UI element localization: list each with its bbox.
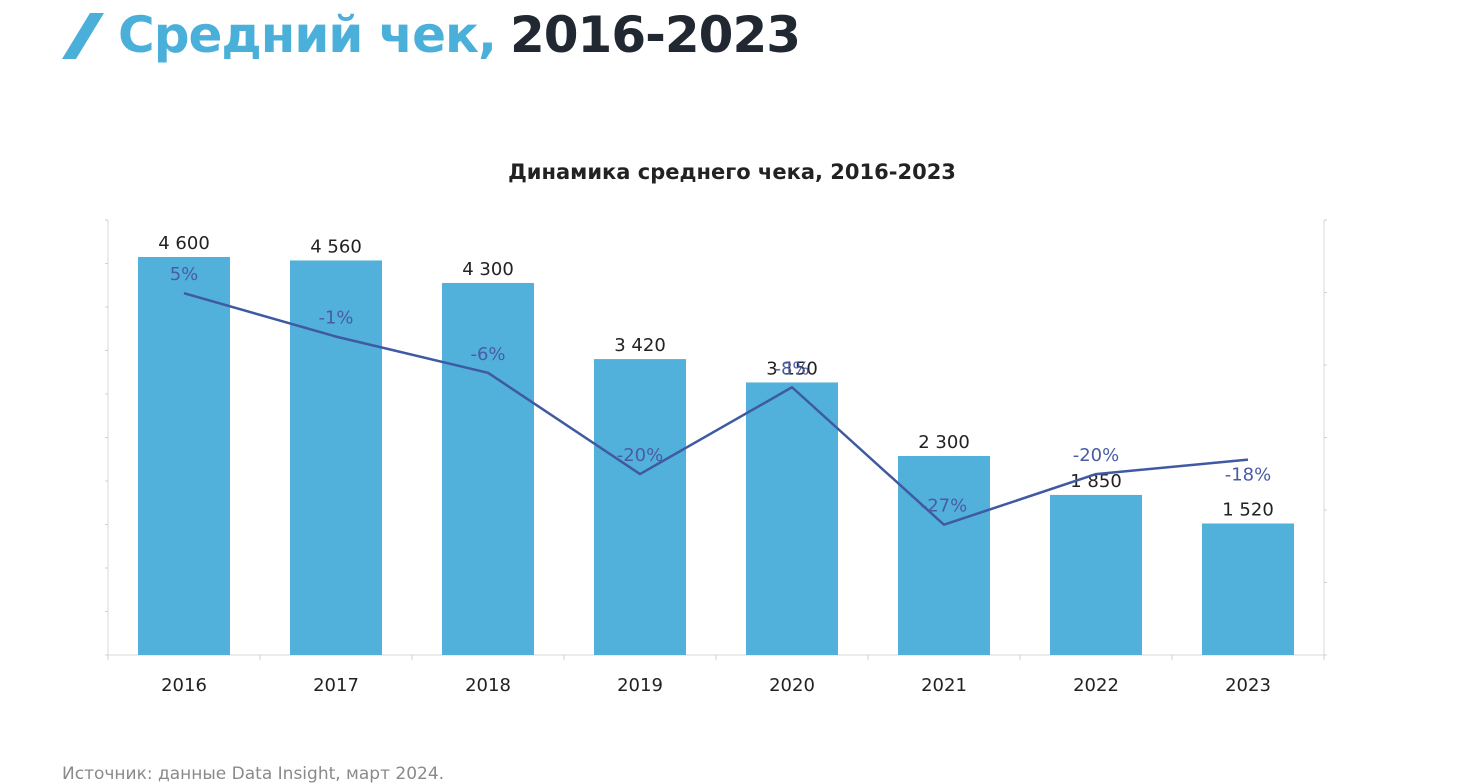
x-tick-label: 2016 xyxy=(161,675,207,696)
bar-value-label: 2 300 xyxy=(918,432,970,453)
bar-2016 xyxy=(138,257,230,655)
source-note: Источник: данные Data Insight, март 2024… xyxy=(62,764,444,784)
x-tick-label: 2020 xyxy=(769,675,815,696)
growth-label: -18% xyxy=(1225,465,1272,486)
growth-label: 5% xyxy=(170,264,199,285)
growth-label: -27% xyxy=(921,496,968,517)
bar-value-label: 3 420 xyxy=(614,335,666,356)
bar-2019 xyxy=(594,359,686,655)
x-tick-label: 2021 xyxy=(921,675,967,696)
growth-label: -20% xyxy=(617,445,664,466)
bar-2021 xyxy=(898,456,990,655)
bar-value-label: 4 600 xyxy=(158,233,210,254)
x-tick-label: 2017 xyxy=(313,675,359,696)
bar-2020 xyxy=(746,382,838,655)
x-tick-label: 2022 xyxy=(1073,675,1119,696)
growth-label: -6% xyxy=(470,344,505,365)
bar-value-label: 1 520 xyxy=(1222,499,1274,520)
bar-2022 xyxy=(1050,495,1142,655)
bar-2023 xyxy=(1202,523,1294,655)
growth-label: -20% xyxy=(1073,445,1120,466)
growth-label: -1% xyxy=(318,308,353,329)
x-tick-label: 2018 xyxy=(465,675,511,696)
growth-label: -8% xyxy=(774,358,809,379)
bar-2018 xyxy=(442,283,534,655)
x-tick-label: 2019 xyxy=(617,675,663,696)
bar-value-label: 4 560 xyxy=(310,236,362,257)
x-tick-label: 2023 xyxy=(1225,675,1271,696)
bar-value-label: 4 300 xyxy=(462,259,514,280)
